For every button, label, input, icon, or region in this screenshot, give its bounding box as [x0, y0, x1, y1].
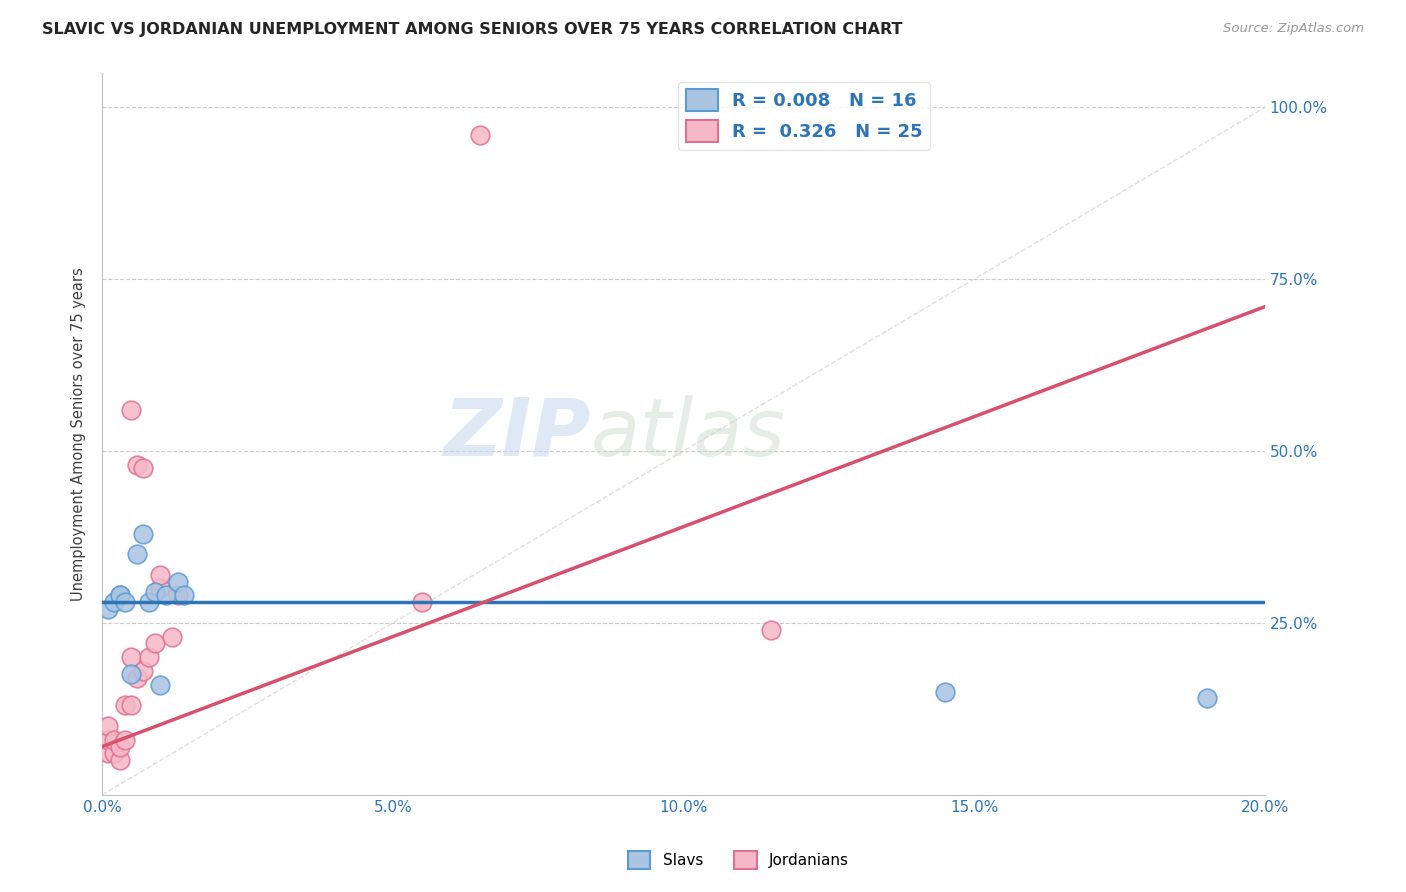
Point [120, 698, 142, 713]
Point [132, 461, 155, 475]
Point [149, 582, 172, 596]
Point [127, 458, 149, 472]
Point [108, 739, 131, 754]
Point [132, 526, 155, 541]
Point [120, 402, 142, 417]
Point [127, 547, 149, 561]
Point [166, 588, 188, 602]
Y-axis label: Unemployment Among Seniors over 75 years: Unemployment Among Seniors over 75 years [72, 267, 86, 600]
Point [138, 595, 160, 609]
Point [114, 732, 136, 747]
Text: ZIP: ZIP [443, 395, 591, 473]
Point [97, 732, 120, 747]
Point [143, 636, 166, 650]
Point [143, 585, 166, 599]
Point [103, 732, 125, 747]
Point [132, 664, 155, 678]
Point [149, 678, 172, 692]
Point [103, 747, 125, 761]
Point [138, 650, 160, 665]
Text: SLAVIC VS JORDANIAN UNEMPLOYMENT AMONG SENIORS OVER 75 YEARS CORRELATION CHART: SLAVIC VS JORDANIAN UNEMPLOYMENT AMONG S… [42, 22, 903, 37]
Point [103, 595, 125, 609]
Point [166, 574, 188, 589]
Point [120, 650, 142, 665]
Point [97, 602, 120, 616]
Point [149, 567, 172, 582]
Point [127, 671, 149, 685]
Point [411, 595, 433, 609]
Point [173, 588, 195, 602]
Point [108, 588, 131, 602]
Text: atlas: atlas [591, 395, 786, 473]
Point [1195, 691, 1218, 706]
Point [155, 588, 177, 602]
Point [97, 747, 120, 761]
Point [108, 753, 131, 767]
Point [934, 684, 956, 698]
Point [108, 588, 131, 602]
Point [114, 595, 136, 609]
Point [97, 719, 120, 733]
Text: Source: ZipAtlas.com: Source: ZipAtlas.com [1223, 22, 1364, 36]
Point [120, 667, 142, 681]
Point [114, 698, 136, 713]
Legend: R = 0.008   N = 16, R =  0.326   N = 25: R = 0.008 N = 16, R = 0.326 N = 25 [678, 82, 931, 150]
Point [160, 630, 183, 644]
Point [759, 623, 782, 637]
Legend: Slavs, Jordanians: Slavs, Jordanians [621, 845, 855, 875]
Point [468, 128, 491, 142]
